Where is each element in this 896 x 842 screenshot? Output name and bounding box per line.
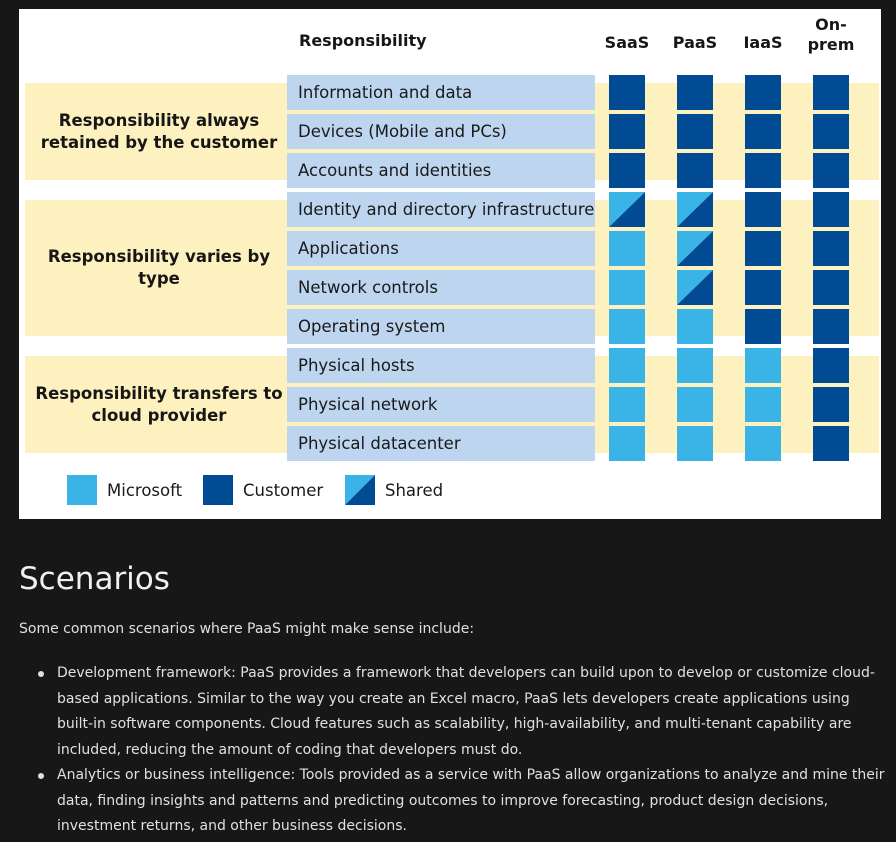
legend-swatch — [67, 475, 97, 505]
responsibility-cell-customer — [609, 153, 645, 188]
legend-swatch — [345, 475, 375, 505]
legend-label: Shared — [385, 480, 444, 500]
responsibility-cell-customer — [813, 387, 849, 422]
responsibility-cell-customer — [813, 348, 849, 383]
shared-responsibility-diagram: Responsibility always retained by the cu… — [19, 9, 881, 519]
responsibility-cell-customer — [745, 75, 781, 110]
responsibility-cell-microsoft — [609, 426, 645, 461]
responsibility-cell-microsoft — [677, 426, 713, 461]
legend-label: Microsoft — [107, 480, 183, 500]
responsibility-cell-customer — [813, 75, 849, 110]
responsibility-cell-customer — [745, 192, 781, 227]
responsibility-cell-shared — [609, 192, 645, 227]
column-header: PaaS — [672, 33, 718, 52]
responsibility-header: Responsibility — [299, 31, 427, 50]
responsibility-cell-customer — [813, 192, 849, 227]
responsibility-cell-customer — [609, 114, 645, 149]
legend-label: Customer — [243, 480, 324, 500]
row-label: Physical network — [287, 387, 595, 422]
responsibility-cell-customer — [677, 114, 713, 149]
responsibility-cell-customer — [813, 231, 849, 266]
responsibility-cell-microsoft — [677, 348, 713, 383]
row-label: Information and data — [287, 75, 595, 110]
responsibility-cell-customer — [745, 309, 781, 344]
responsibility-cell-customer — [745, 231, 781, 266]
row-label: Devices (Mobile and PCs) — [287, 114, 595, 149]
row-label: Network controls — [287, 270, 595, 305]
responsibility-cell-microsoft — [609, 270, 645, 305]
row-label: Physical hosts — [287, 348, 595, 383]
responsibility-cell-microsoft — [609, 387, 645, 422]
responsibility-cell-customer — [813, 309, 849, 344]
responsibility-cell-customer — [813, 114, 849, 149]
responsibility-cell-microsoft — [609, 309, 645, 344]
responsibility-cell-microsoft — [677, 387, 713, 422]
column-header: On- prem — [807, 15, 855, 54]
responsibility-cell-microsoft — [745, 348, 781, 383]
row-label: Identity and directory infrastructure — [287, 192, 595, 227]
scenarios-heading: Scenarios — [19, 561, 170, 597]
responsibility-cell-customer — [745, 270, 781, 305]
responsibility-cell-customer — [813, 270, 849, 305]
row-label: Operating system — [287, 309, 595, 344]
responsibility-cell-customer — [609, 75, 645, 110]
legend-swatch — [203, 475, 233, 505]
responsibility-cell-customer — [677, 75, 713, 110]
band-label: Responsibility transfers to cloud provid… — [35, 383, 283, 425]
responsibility-cell-microsoft — [677, 309, 713, 344]
column-header: IaaS — [743, 33, 783, 52]
responsibility-cell-shared — [677, 231, 713, 266]
scenario-list: Development framework: PaaS provides a f… — [38, 661, 887, 840]
responsibility-cell-microsoft — [745, 426, 781, 461]
column-header: SaaS — [604, 33, 650, 52]
responsibility-cell-customer — [745, 153, 781, 188]
row-label: Accounts and identities — [287, 153, 595, 188]
row-label: Applications — [287, 231, 595, 266]
responsibility-cell-customer — [813, 426, 849, 461]
responsibility-cell-microsoft — [745, 387, 781, 422]
legend-item-microsoft: Microsoft — [67, 475, 182, 505]
scenarios-intro: Some common scenarios where PaaS might m… — [19, 621, 475, 637]
legend-item-customer: Customer — [203, 475, 323, 505]
responsibility-cell-customer — [745, 114, 781, 149]
list-item: Analytics or business intelligence: Tool… — [38, 763, 887, 840]
responsibility-cell-shared — [677, 192, 713, 227]
responsibility-cell-microsoft — [609, 348, 645, 383]
responsibility-cell-customer — [677, 153, 713, 188]
list-item: Development framework: PaaS provides a f… — [38, 661, 887, 763]
responsibility-cell-microsoft — [609, 231, 645, 266]
legend-item-shared: Shared — [345, 475, 443, 505]
row-label: Physical datacenter — [287, 426, 595, 461]
band-label: Responsibility varies by type — [47, 247, 271, 288]
responsibility-cell-customer — [813, 153, 849, 188]
band-label: Responsibility always retained by the cu… — [40, 110, 278, 152]
responsibility-cell-shared — [677, 270, 713, 305]
